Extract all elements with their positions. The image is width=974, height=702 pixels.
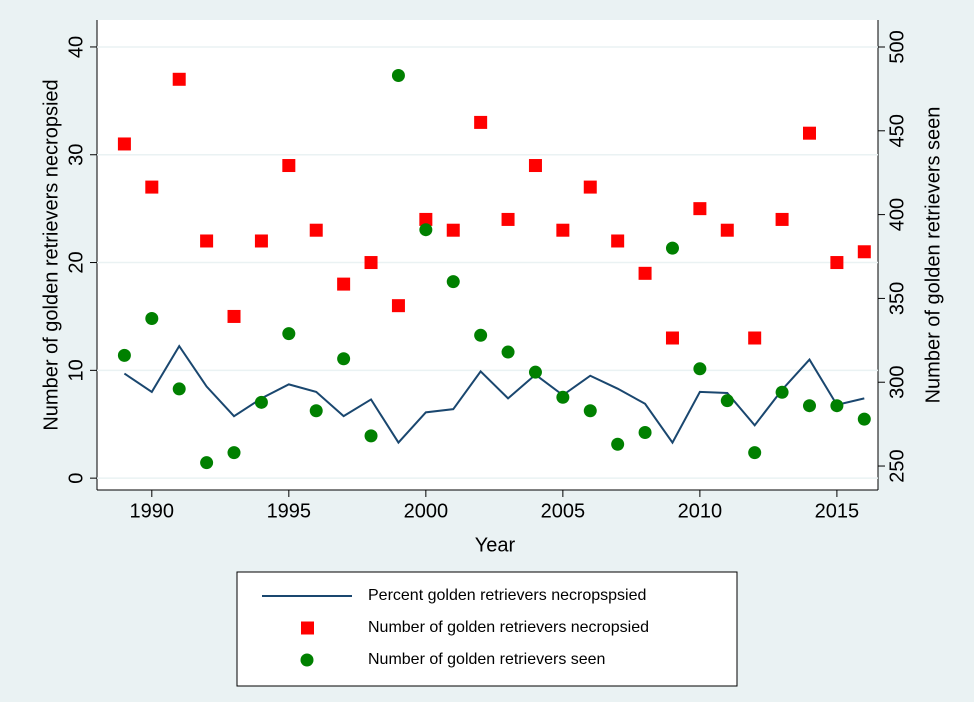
square-marker: [282, 159, 296, 173]
circle-marker: [254, 395, 268, 409]
circle-marker: [145, 312, 159, 326]
square-marker: [556, 223, 570, 237]
y2-tick-label: 500: [886, 30, 908, 63]
circle-marker: [665, 241, 679, 255]
circle-marker: [830, 399, 844, 413]
square-marker: [227, 309, 241, 323]
square-marker: [665, 331, 679, 345]
y-axis-title: Number of golden retrievers necropsied: [40, 79, 62, 430]
square-marker: [830, 256, 844, 270]
y-tick-label: 10: [65, 359, 87, 381]
circle-marker: [638, 426, 652, 440]
data-line: [123, 344, 865, 445]
circle-marker: [474, 328, 488, 342]
square-marker: [611, 234, 625, 248]
y-tick-label: 0: [65, 473, 87, 484]
square-marker: [474, 115, 488, 129]
circle-marker: [556, 390, 570, 404]
circle-marker: [775, 385, 789, 399]
square-marker: [748, 331, 762, 345]
y2-tick-label: 350: [886, 282, 908, 315]
square-marker: [172, 72, 186, 86]
square-marker: [145, 180, 159, 194]
circle-marker: [446, 275, 460, 289]
legend-key: [300, 653, 314, 667]
y2-tick-label: 250: [886, 449, 908, 482]
legend-key: [301, 621, 314, 635]
square-marker: [501, 212, 515, 226]
x-axis-title: Year: [475, 534, 516, 556]
circle-marker: [611, 437, 625, 451]
legend: [236, 571, 738, 687]
square-marker: [802, 126, 816, 140]
x-tick-label: 2000: [404, 500, 449, 522]
square-marker: [583, 180, 597, 194]
square-marker: [200, 234, 214, 248]
y-tick-label: 20: [65, 251, 87, 273]
y2-axis-title: Number of golden retrievers seen: [922, 107, 944, 404]
legend-label: Percent golden retrievers necropspsied: [368, 587, 646, 604]
legend-label: Number of golden retrievers necropsied: [368, 619, 649, 636]
circle-marker: [282, 327, 296, 341]
circle-marker: [391, 68, 405, 82]
plot-area: [97, 20, 878, 490]
circle-marker: [337, 352, 351, 366]
square-marker: [391, 299, 405, 313]
square-marker: [419, 212, 433, 226]
x-tick-label: 2010: [678, 500, 723, 522]
circle-marker: [501, 345, 515, 359]
circle-marker: [227, 446, 241, 460]
x-tick-label: 1990: [130, 500, 175, 522]
circle-marker: [857, 412, 871, 426]
square-marker: [775, 212, 789, 226]
square-marker: [117, 137, 131, 151]
square-marker: [720, 223, 734, 237]
circle-marker: [364, 429, 378, 443]
y-tick-label: 40: [65, 36, 87, 58]
square-marker: [857, 245, 871, 259]
circle-marker: [720, 394, 734, 408]
circle-marker: [309, 404, 323, 418]
legend-label: Number of golden retrievers seen: [368, 651, 605, 668]
square-marker: [446, 223, 460, 237]
y-tick-label: 30: [65, 144, 87, 166]
circle-marker: [528, 365, 542, 379]
x-tick-label: 2015: [815, 500, 860, 522]
square-marker: [638, 266, 652, 280]
circle-marker: [117, 348, 131, 362]
circle-marker: [802, 399, 816, 413]
circle-marker: [693, 362, 707, 376]
x-tick-label: 1995: [267, 500, 312, 522]
circle-marker: [419, 223, 433, 237]
square-marker: [693, 202, 707, 216]
square-marker: [528, 159, 542, 173]
circle-marker: [172, 382, 186, 396]
x-tick-label: 2005: [541, 500, 586, 522]
y2-tick-label: 450: [886, 114, 908, 147]
y2-tick-label: 300: [886, 366, 908, 399]
square-marker: [254, 234, 268, 248]
square-marker: [364, 256, 378, 270]
circle-marker: [583, 404, 597, 418]
circle-marker: [200, 456, 214, 470]
square-marker: [309, 223, 323, 237]
y2-tick-label: 400: [886, 198, 908, 231]
square-marker: [337, 277, 351, 291]
circle-marker: [748, 446, 762, 460]
